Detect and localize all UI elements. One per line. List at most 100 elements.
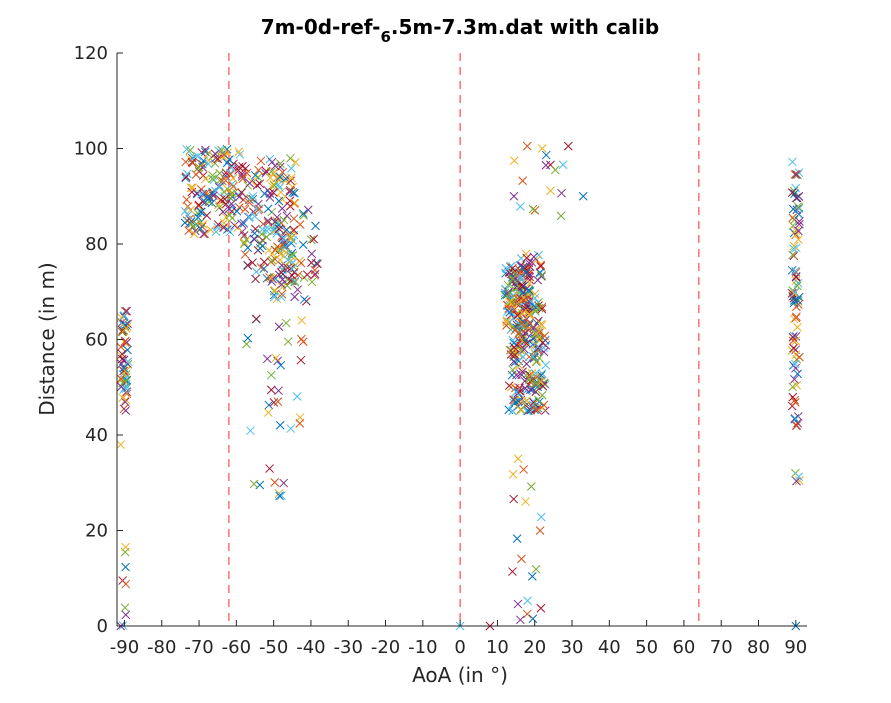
data-point [219, 187, 229, 197]
data-point [266, 273, 276, 283]
data-point [790, 189, 799, 198]
data-point [269, 292, 279, 302]
data-point [242, 339, 251, 349]
x-tick-label: -80 [147, 637, 176, 658]
data-point [213, 154, 223, 164]
data-point [274, 386, 283, 396]
data-point [118, 393, 127, 403]
data-point [295, 220, 305, 229]
data-point [249, 479, 259, 489]
data-point [788, 250, 798, 260]
data-point [795, 352, 804, 362]
data-point [255, 243, 265, 253]
data-point [791, 276, 801, 285]
data-point [518, 176, 528, 186]
data-point [198, 220, 208, 229]
data-point [310, 265, 320, 275]
data-point [290, 292, 300, 302]
data-point [536, 603, 546, 613]
data-point [530, 289, 540, 299]
data-point [275, 162, 285, 172]
data-point [528, 334, 537, 343]
data-point [528, 614, 538, 624]
data-point [196, 224, 205, 233]
data-point [205, 193, 214, 203]
data-point [524, 297, 534, 307]
data-point [535, 526, 545, 536]
data-point [121, 610, 131, 620]
data-point [286, 424, 296, 433]
data-point [519, 293, 529, 303]
data-point [546, 186, 555, 196]
data-point [258, 225, 267, 234]
data-point [518, 352, 528, 362]
data-point [534, 250, 543, 260]
data-point [513, 311, 522, 320]
data-point [527, 572, 537, 581]
data-point [518, 308, 527, 318]
data-point [197, 189, 206, 199]
data-point [793, 322, 802, 332]
data-point [121, 542, 130, 552]
data-point [267, 256, 277, 265]
data-point [790, 287, 800, 297]
data-point [123, 345, 132, 355]
data-point [502, 264, 512, 274]
data-point [558, 160, 568, 170]
data-point [287, 164, 296, 173]
data-point [217, 145, 227, 155]
data-point [275, 255, 285, 265]
data-point [208, 191, 218, 200]
data-point [502, 317, 512, 327]
data-point [537, 320, 547, 330]
data-point [792, 281, 802, 291]
data-point [516, 404, 526, 414]
data-point [793, 278, 803, 288]
data-point [508, 406, 517, 416]
data-point [282, 225, 292, 235]
data-point [245, 178, 255, 188]
data-point [537, 304, 547, 314]
data-point [263, 204, 273, 214]
data-point [293, 285, 302, 295]
data-point [266, 370, 276, 380]
data-point [306, 235, 316, 245]
data-point [297, 316, 307, 325]
data-point [263, 408, 273, 417]
data-point [262, 223, 272, 232]
data-point [556, 211, 566, 221]
data-point [520, 383, 530, 393]
y-tick-label: 0 [97, 616, 108, 637]
data-point [788, 392, 798, 402]
data-point [298, 240, 308, 250]
data-point [181, 172, 191, 182]
data-point [196, 207, 206, 217]
data-point [286, 176, 295, 186]
data-point [532, 329, 541, 339]
data-point [186, 205, 195, 215]
data-point [518, 263, 527, 273]
data-point [228, 173, 238, 183]
data-point [279, 234, 289, 243]
data-point [286, 234, 295, 244]
data-point [182, 144, 192, 154]
x-tick-label: 90 [784, 637, 807, 658]
data-point [208, 174, 217, 184]
x-tick-label: -10 [408, 637, 437, 658]
data-point [211, 227, 221, 237]
data-point [791, 332, 801, 341]
data-point [260, 189, 269, 199]
data-point [234, 203, 244, 212]
data-point [218, 207, 228, 217]
data-point [519, 465, 528, 474]
data-point [226, 163, 236, 173]
data-point [522, 609, 532, 619]
data-point [269, 188, 278, 197]
data-markers [116, 141, 804, 631]
data-point [791, 363, 800, 373]
data-point [234, 147, 244, 157]
data-point [510, 383, 520, 393]
data-point [515, 615, 525, 625]
data-point [285, 196, 295, 206]
data-point [237, 219, 246, 229]
